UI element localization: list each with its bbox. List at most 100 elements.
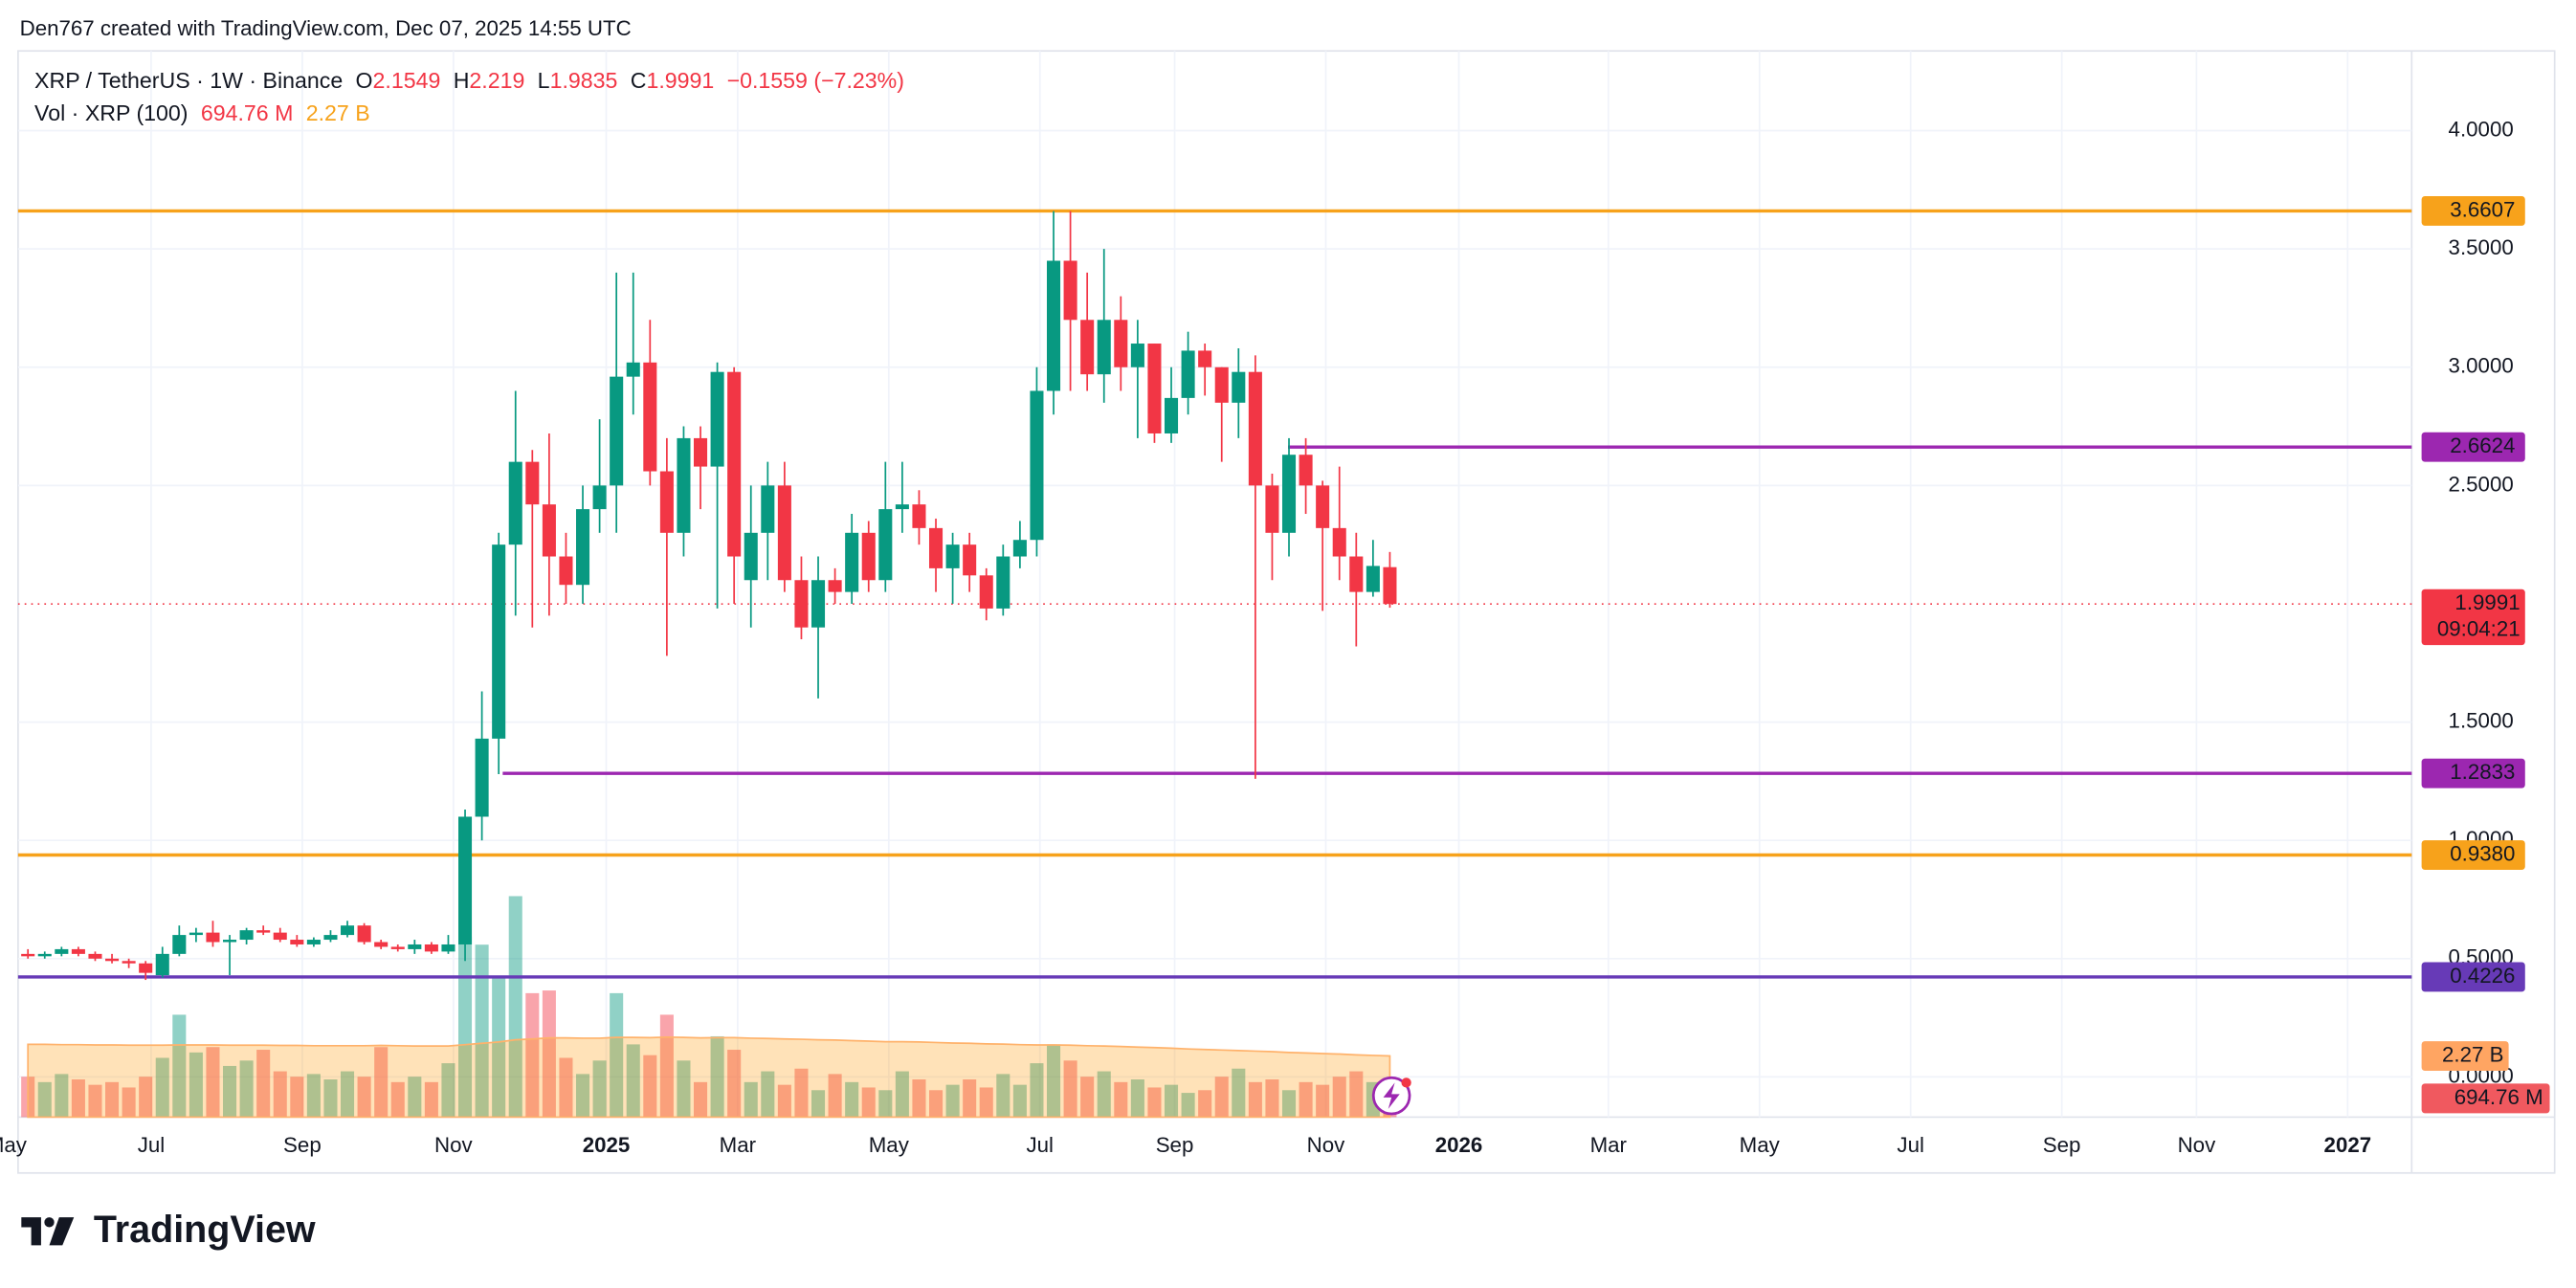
logo[interactable]: TradingView — [21, 1209, 316, 1251]
candle-body — [1198, 350, 1212, 367]
frame — [17, 50, 2556, 1174]
volume-bar — [458, 936, 473, 1118]
candle-body — [508, 461, 522, 545]
candle-body — [306, 940, 321, 944]
candle-body — [239, 930, 254, 941]
candle-body — [963, 544, 977, 576]
candle-body — [1316, 485, 1330, 528]
candle-body — [290, 940, 304, 944]
candle-body — [206, 932, 220, 943]
candle-body — [811, 580, 826, 628]
volume-bar — [139, 1077, 153, 1118]
volume-bar — [1248, 1081, 1262, 1118]
candle-body — [155, 953, 169, 976]
candle-body — [1063, 260, 1077, 321]
volume-bar — [37, 1081, 52, 1118]
ohlc-letter: O — [356, 68, 373, 93]
volume-bar — [592, 1060, 607, 1118]
x-tick-label: Jul — [1897, 1133, 1924, 1157]
volume-bar — [206, 1047, 220, 1118]
volume-bar — [1232, 1068, 1246, 1118]
candle-body — [610, 376, 624, 486]
volume-bar — [777, 1084, 791, 1118]
x-tick-label: 2027 — [2324, 1133, 2372, 1157]
x-tick-label: 2026 — [1435, 1133, 1483, 1157]
candle-body — [1080, 320, 1095, 375]
x-tick-label: Nov — [1307, 1133, 1346, 1157]
candle-body — [55, 948, 69, 954]
volume-bar — [576, 1074, 590, 1118]
volume-bar — [390, 1081, 405, 1118]
ohlc-value: 1.9991 — [646, 68, 714, 93]
candle-body — [21, 953, 35, 957]
volume-bar — [306, 1074, 321, 1118]
candle-body — [1281, 455, 1297, 533]
volume-bar — [963, 1079, 977, 1118]
volume-ma-value: 2.27 B — [306, 100, 370, 125]
candle-body — [408, 944, 422, 949]
level-label: 0.9380 — [2450, 841, 2515, 865]
y-tick-label: 3.5000 — [2449, 235, 2514, 259]
y-tick-label: 3.0000 — [2449, 354, 2514, 378]
volume-bar — [290, 1077, 304, 1118]
change: −0.1559 (−7.23%) — [727, 68, 904, 93]
candle-body — [626, 362, 640, 377]
volume-bar — [828, 1074, 842, 1118]
candle-body — [845, 532, 859, 592]
x-tick-label: Sep — [283, 1133, 322, 1157]
volume-bar — [1030, 1063, 1044, 1118]
ohlc-letter: H — [454, 68, 470, 93]
x-tick-label: May — [0, 1133, 28, 1157]
candle-body — [323, 935, 338, 941]
volume-title: Vol · XRP (100) — [34, 100, 188, 125]
symbol: XRP / TetherUS · 1W · Binance — [34, 68, 343, 93]
volume-bar — [525, 992, 540, 1118]
ohlc-letter: L — [538, 68, 550, 93]
volume-bar — [1063, 1060, 1077, 1118]
volume-bar — [122, 1087, 136, 1118]
volume-bar — [559, 1057, 573, 1118]
volume-bar — [508, 896, 522, 1118]
volume-bar — [408, 1077, 422, 1118]
x-tick-label: Mar — [720, 1133, 757, 1157]
candle-body — [37, 953, 52, 957]
volume-bar — [1332, 1077, 1346, 1118]
volume-bar — [1130, 1079, 1144, 1118]
volume-bar — [1046, 1044, 1061, 1118]
volume-bar — [694, 1081, 708, 1118]
x-tick-label: May — [869, 1133, 910, 1157]
candle-body — [424, 944, 438, 952]
candle-body — [1147, 344, 1162, 433]
candle-body — [492, 544, 506, 739]
volume-bar — [256, 1050, 271, 1118]
volume-bar — [878, 1090, 893, 1118]
volume-bar — [1097, 1071, 1111, 1118]
volume-axis-label: 694.76 M — [2454, 1085, 2543, 1109]
candle-body — [1030, 390, 1044, 541]
candle-body — [912, 504, 926, 528]
candle-body — [861, 532, 876, 581]
candle-body — [659, 471, 674, 533]
candle-body — [357, 925, 371, 943]
candle-body — [1383, 566, 1397, 605]
volume-bar — [374, 1047, 389, 1118]
level-box — [2421, 195, 2525, 226]
volume-bar — [1080, 1077, 1095, 1118]
candle-body — [1046, 260, 1061, 391]
volume-bar — [945, 1084, 960, 1118]
volume-bar — [341, 1071, 355, 1118]
volume-bar — [1214, 1077, 1229, 1118]
volume-bar — [659, 1014, 674, 1118]
volume-bar — [424, 1081, 438, 1118]
volume-bar — [912, 1079, 926, 1118]
volume-ma-box — [2421, 1041, 2509, 1071]
legend: XRP / TetherUS · 1W · Binance O2.1549 H2… — [34, 68, 904, 93]
volume-bar — [239, 1060, 254, 1118]
volume-bar — [475, 944, 489, 1118]
replay-icon[interactable] — [1371, 1076, 1411, 1116]
candle-body — [710, 371, 724, 467]
candle-body — [122, 961, 136, 964]
candle-body — [592, 485, 607, 510]
y-tick-label: 4.0000 — [2449, 117, 2514, 141]
volume-bar — [1012, 1084, 1027, 1118]
